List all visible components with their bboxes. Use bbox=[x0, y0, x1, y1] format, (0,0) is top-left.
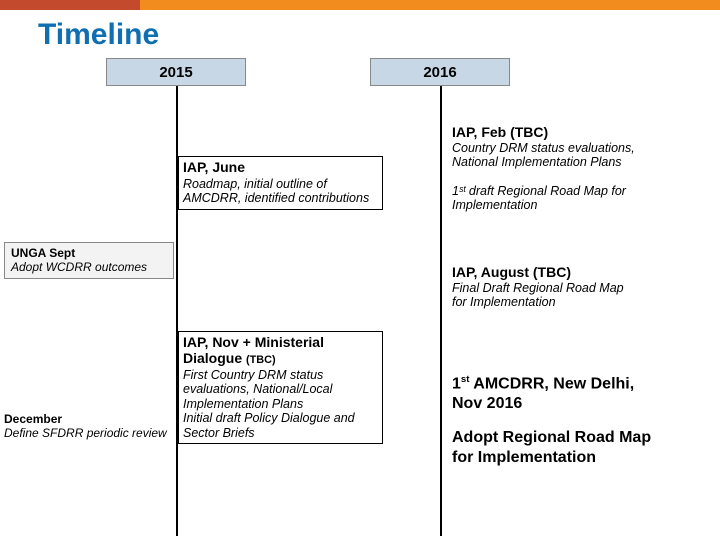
amcdrr-rest: AMCDRR, New Delhi, Nov 2016 bbox=[452, 375, 634, 412]
iap-june-heading: IAP, June bbox=[179, 157, 382, 176]
amcdrr-block: 1st AMCDRR, New Delhi, Nov 2016 Adopt Re… bbox=[452, 374, 662, 468]
amcdrr-line2: Adopt Regional Road Map for Implementati… bbox=[452, 428, 662, 468]
amcdrr-1: 1 bbox=[452, 375, 461, 392]
unga-box: UNGA Sept Adopt WCDRR outcomes bbox=[4, 242, 174, 279]
axis-2016 bbox=[440, 68, 442, 536]
iap-feb-heading: IAP, Feb (TBC) bbox=[452, 124, 662, 141]
iap-feb-block: IAP, Feb (TBC) Country DRM status evalua… bbox=[452, 124, 662, 213]
iap-june-box: IAP, June Roadmap, initial outline of AM… bbox=[178, 156, 383, 210]
unga-line1: UNGA Sept bbox=[11, 246, 75, 260]
year-2015: 2015 bbox=[106, 58, 246, 86]
iap-nov-body: First Country DRM status evaluations, Na… bbox=[179, 367, 382, 443]
iap-aug-body: Final Draft Regional Road Map for Implem… bbox=[452, 281, 662, 310]
december-line2: Define SFDRR periodic review bbox=[4, 426, 167, 440]
year-2016: 2016 bbox=[370, 58, 510, 86]
top-accent-right bbox=[140, 0, 720, 10]
iap-june-body: Roadmap, initial outline of AMCDRR, iden… bbox=[179, 176, 382, 209]
iap-aug-block: IAP, August (TBC) Final Draft Regional R… bbox=[452, 264, 662, 310]
iap-nov-heading: IAP, Nov + Ministerial Dialogue (TBC) bbox=[179, 332, 382, 367]
iap-nov-heading-b: (TBC) bbox=[246, 354, 276, 366]
iap-feb-body2: 1ˢᵗ draft Regional Road Map for Implemen… bbox=[452, 184, 662, 213]
amcdrr-line1: 1st AMCDRR, New Delhi, Nov 2016 bbox=[452, 374, 662, 414]
december-line1: December bbox=[4, 412, 62, 426]
top-accent-bar bbox=[0, 0, 720, 10]
iap-nov-box: IAP, Nov + Ministerial Dialogue (TBC) Fi… bbox=[178, 331, 383, 444]
iap-feb-body1: Country DRM status evaluations, National… bbox=[452, 141, 662, 170]
top-accent-left bbox=[0, 0, 140, 10]
december-block: December Define SFDRR periodic review bbox=[4, 412, 176, 441]
slide-title: Timeline bbox=[0, 10, 720, 56]
timeline-stage: 2015 2016 IAP, Feb (TBC) Country DRM sta… bbox=[0, 56, 720, 540]
iap-aug-heading: IAP, August (TBC) bbox=[452, 264, 662, 281]
axis-2015 bbox=[176, 68, 178, 536]
unga-line2: Adopt WCDRR outcomes bbox=[11, 260, 147, 274]
